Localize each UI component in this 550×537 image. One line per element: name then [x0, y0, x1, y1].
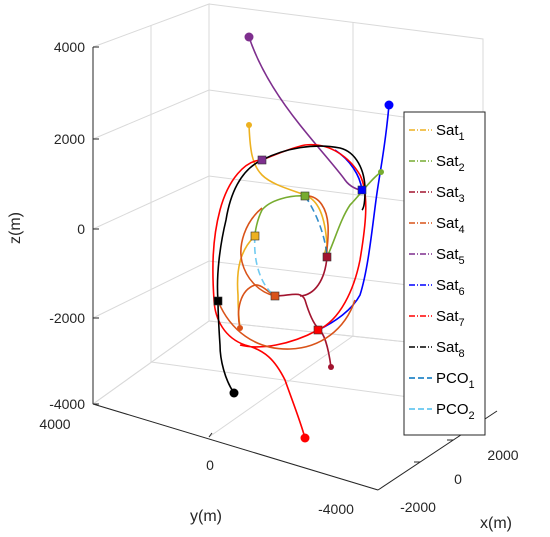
- z-tick: 4000: [54, 39, 85, 55]
- end-marker-4: [270, 291, 280, 301]
- pco1: [304, 195, 328, 258]
- sat4-ring: [240, 207, 276, 297]
- legend-label: Sat8: [436, 339, 465, 360]
- start-marker-5: [244, 32, 254, 42]
- start-marker-1: [246, 122, 252, 128]
- x-tick: 2000: [487, 447, 518, 463]
- y-tick: 0: [206, 457, 214, 473]
- y-tick: -4000: [318, 501, 354, 517]
- start-marker-7: [300, 433, 310, 443]
- x-tick-labels: -2000 0 2000: [400, 447, 519, 515]
- x-tick: 0: [454, 471, 462, 487]
- trajectories: [212, 36, 390, 439]
- sat3-ring: [299, 256, 328, 297]
- z-axis-label: z(m): [7, 212, 24, 244]
- sat2-ring: [254, 195, 306, 237]
- end-marker-7: [313, 325, 323, 335]
- end-marker-2: [300, 191, 310, 201]
- x-tick: -2000: [400, 499, 436, 515]
- sat6-path: [317, 104, 390, 331]
- y-axis-label: y(m): [190, 508, 222, 525]
- legend-box: [403, 111, 486, 436]
- end-marker-8: [213, 296, 223, 306]
- legend: Sat1 Sat2 Sat3 Sat4 Sat5 Sat6 Sat7 Sat8 PCO1 PCO2: [403, 111, 486, 436]
- legend-label: Sat6: [436, 277, 465, 298]
- end-marker-1: [250, 231, 260, 241]
- sat2-path: [326, 171, 382, 258]
- legend-label: PCO2: [436, 401, 475, 422]
- end-markers: [213, 155, 367, 335]
- end-marker-5: [257, 155, 267, 165]
- start-marker-4: [237, 325, 243, 331]
- sat5-path: [248, 36, 363, 191]
- z-tick: 0: [77, 221, 85, 237]
- legend-label: Sat7: [436, 308, 465, 329]
- legend-label: Sat4: [436, 215, 465, 236]
- y-tick-labels: 4000 0 -4000: [39, 416, 354, 517]
- sat8-path: [216, 145, 366, 394]
- end-marker-6: [357, 185, 367, 195]
- end-marker-3: [322, 252, 332, 262]
- sat3-path: [274, 293, 332, 368]
- legend-label: PCO1: [436, 370, 475, 391]
- start-marker-8: [229, 388, 239, 398]
- z-tick: -2000: [49, 310, 85, 326]
- start-marker-3: [328, 364, 334, 370]
- start-markers: [229, 32, 394, 443]
- z-tick: -4000: [49, 396, 85, 412]
- y-tick: 4000: [39, 416, 70, 432]
- legend-label: Sat3: [436, 184, 465, 205]
- legend-label: Sat2: [436, 153, 465, 174]
- start-marker-2: [378, 169, 384, 175]
- z-tick: 2000: [54, 131, 85, 147]
- x-axis-label: x(m): [480, 515, 512, 532]
- inner-ring: [217, 299, 356, 350]
- legend-label: Sat1: [436, 122, 465, 143]
- legend-label: Sat5: [436, 246, 465, 267]
- start-marker-6: [384, 100, 394, 110]
- z-tick-labels: 4000 2000 0 -2000 -4000: [49, 39, 85, 412]
